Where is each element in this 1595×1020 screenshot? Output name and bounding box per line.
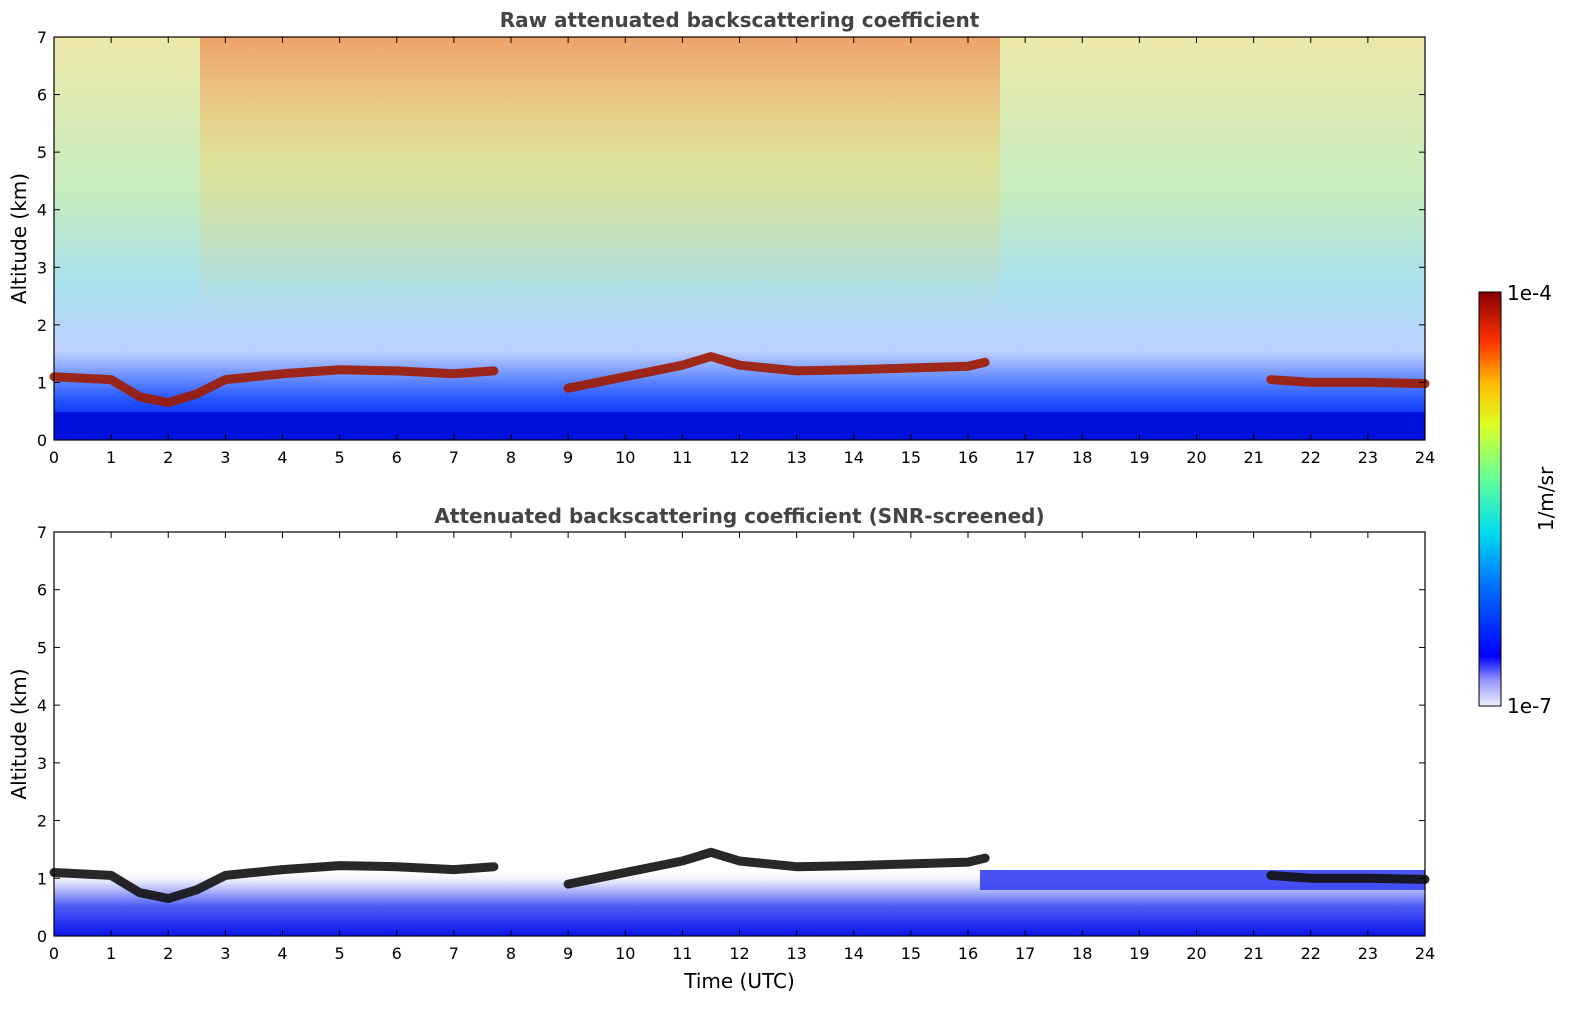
cloud-layer-segment	[1266, 870, 1430, 884]
cloud-layer	[49, 352, 1430, 408]
x-tick-label: 16	[958, 944, 978, 963]
y-tick-label: 3	[37, 258, 47, 277]
x-tick-label: 19	[1129, 448, 1149, 467]
x-tick-label: 12	[729, 944, 749, 963]
x-tick-label: 5	[335, 448, 345, 467]
chart-title: Raw attenuated backscattering coefficien…	[500, 8, 980, 32]
high-signal-region	[200, 37, 1000, 317]
x-tick-label: 15	[901, 448, 921, 467]
x-tick-label: 22	[1301, 944, 1321, 963]
x-tick-label: 16	[958, 448, 978, 467]
x-tick-label: 7	[449, 944, 459, 963]
y-axis: 0 1 2 3 4 5 6 7	[37, 28, 1425, 450]
y-tick-label: 3	[37, 754, 47, 773]
x-tick-label: 6	[392, 448, 402, 467]
x-tick-label: 12	[729, 448, 749, 467]
x-tick-label: 21	[1243, 944, 1263, 963]
cloud-layer-segment	[49, 365, 499, 408]
x-tick-label: 2	[163, 944, 173, 963]
x-tick-label: 13	[786, 448, 806, 467]
x-tick-label: 9	[563, 448, 573, 467]
x-tick-label: 0	[49, 944, 59, 963]
y-tick-label: 1	[37, 373, 47, 392]
x-tick-label: 3	[220, 944, 230, 963]
x-tick-label: 23	[1358, 944, 1378, 963]
x-axis: 0 1 2 3 4 5 6 7 8 9 10 11 12 13 14 15 16 17 18 19 20 21 22 23 24	[49, 37, 1435, 467]
y-tick-label: 1	[37, 869, 47, 888]
y-axis: 0 1 2 3 4 5 6 7	[37, 523, 1425, 946]
x-tick-label: 1	[106, 448, 116, 467]
x-tick-label: 7	[449, 448, 459, 467]
y-tick-label: 4	[37, 201, 47, 220]
cloud-layer-segment	[563, 352, 990, 393]
x-tick-label: 13	[786, 944, 806, 963]
cloud-layer-segment	[1266, 375, 1430, 389]
y-tick-label: 6	[37, 581, 47, 600]
colorbar: 1e-4 1e-7 1/m/sr	[1478, 281, 1558, 718]
x-tick-label: 23	[1358, 448, 1378, 467]
x-tick-label: 9	[563, 944, 573, 963]
raw-backscatter-panel: Raw attenuated backscattering coefficien…	[7, 8, 1435, 467]
colorbar-min-label: 1e-7	[1507, 694, 1552, 718]
y-tick-label: 4	[37, 696, 47, 715]
x-axis: 0 1 2 3 4 5 6 7 8 9 10 11 12 13 14 15 16 17 18 19 20 21 22 23 24	[49, 532, 1435, 963]
screened-backscatter-panel: Attenuated backscattering coefficient (S…	[7, 504, 1435, 993]
y-axis-label: Altitude (km)	[7, 173, 31, 304]
x-tick-label: 4	[277, 448, 287, 467]
x-tick-label: 17	[1015, 944, 1035, 963]
y-tick-label: 2	[37, 812, 47, 831]
x-tick-label: 10	[615, 448, 635, 467]
colorbar-max-label: 1e-4	[1507, 281, 1552, 305]
x-tick-label: 24	[1415, 944, 1435, 963]
x-tick-label: 22	[1301, 448, 1321, 467]
x-tick-label: 0	[49, 448, 59, 467]
y-tick-label: 7	[37, 28, 47, 47]
x-tick-label: 11	[672, 944, 692, 963]
x-tick-label: 8	[506, 448, 516, 467]
x-tick-label: 4	[277, 944, 287, 963]
x-tick-label: 2	[163, 448, 173, 467]
x-tick-label: 20	[1186, 944, 1206, 963]
x-tick-label: 18	[1072, 448, 1092, 467]
cloud-layer-segment	[563, 847, 990, 889]
x-tick-label: 11	[672, 448, 692, 467]
chart-title: Attenuated backscattering coefficient (S…	[434, 504, 1044, 528]
x-tick-label: 17	[1015, 448, 1035, 467]
x-tick-label: 19	[1129, 944, 1149, 963]
x-tick-label: 5	[335, 944, 345, 963]
y-tick-label: 0	[37, 431, 47, 450]
x-tick-label: 24	[1415, 448, 1435, 467]
colorbar-scale	[1478, 291, 1502, 707]
y-tick-label: 6	[37, 86, 47, 105]
cloud-layer	[49, 847, 1430, 903]
x-tick-label: 1	[106, 944, 116, 963]
y-axis-label: Altitude (km)	[7, 668, 31, 799]
cloud-layer-segment	[49, 861, 499, 903]
y-tick-label: 2	[37, 316, 47, 335]
x-tick-label: 20	[1186, 448, 1206, 467]
x-tick-label: 15	[901, 944, 921, 963]
x-tick-label: 21	[1243, 448, 1263, 467]
y-tick-label: 0	[37, 927, 47, 946]
y-tick-label: 7	[37, 523, 47, 542]
x-tick-label: 14	[844, 944, 864, 963]
y-tick-label: 5	[37, 143, 47, 162]
x-tick-label: 14	[844, 448, 864, 467]
x-tick-label: 3	[220, 448, 230, 467]
x-tick-label: 18	[1072, 944, 1092, 963]
x-tick-label: 8	[506, 944, 516, 963]
x-tick-label: 6	[392, 944, 402, 963]
x-tick-label: 10	[615, 944, 635, 963]
x-axis-label: Time (UTC)	[683, 969, 795, 993]
y-tick-label: 5	[37, 638, 47, 657]
colorbar-unit-label: 1/m/sr	[1534, 466, 1558, 531]
